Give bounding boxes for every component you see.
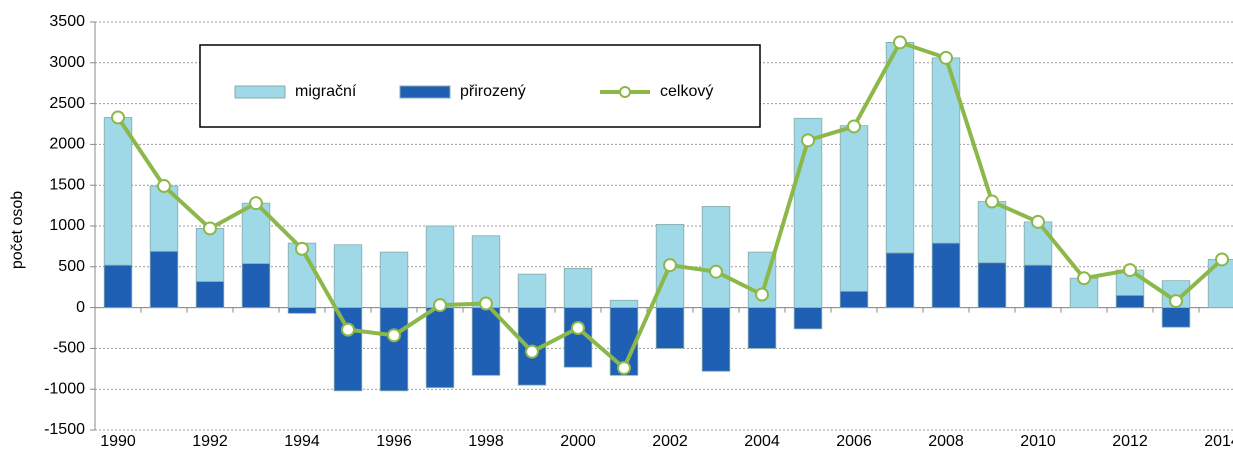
y-tick-label: -1000: [44, 380, 85, 397]
x-tick-label: 2004: [744, 433, 780, 450]
legend-swatch: [234, 85, 286, 99]
legend-swatch-marker: [619, 86, 631, 98]
y-tick-label: 1000: [49, 217, 85, 234]
bar: [839, 125, 869, 292]
y-tick-label: 500: [58, 258, 85, 275]
line-marker: [939, 50, 953, 65]
y-tick-label: -500: [53, 340, 85, 357]
line-marker: [617, 360, 631, 375]
bar: [287, 307, 317, 314]
x-tick-label: 1992: [192, 433, 228, 450]
line-marker: [1077, 271, 1091, 286]
x-tick-label: 1996: [376, 433, 412, 450]
bar: [931, 242, 961, 308]
y-tick-label: 3000: [49, 54, 85, 71]
bar: [425, 307, 455, 388]
line-marker: [847, 119, 861, 134]
bar: [1023, 264, 1053, 308]
bar: [1115, 294, 1145, 308]
bar: [471, 307, 501, 376]
legend-label: přirozený: [460, 83, 526, 100]
y-tick-label: 3500: [49, 13, 85, 30]
bar: [563, 268, 593, 309]
bar: [471, 235, 501, 309]
line-marker: [387, 328, 401, 343]
x-tick-label: 1994: [284, 433, 320, 450]
x-tick-label: 2010: [1020, 433, 1056, 450]
bar: [103, 117, 133, 266]
bar: [517, 273, 547, 309]
x-tick-label: 2012: [1112, 433, 1148, 450]
line-marker: [479, 296, 493, 311]
line-marker: [985, 194, 999, 209]
bar: [609, 307, 639, 376]
bar: [793, 117, 823, 308]
bar: [379, 307, 409, 392]
y-tick-label: 0: [76, 299, 85, 316]
bar: [793, 307, 823, 330]
y-tick-label: -1500: [44, 421, 85, 438]
line-marker: [295, 241, 309, 256]
x-tick-label: 2000: [560, 433, 596, 450]
bar: [241, 263, 271, 309]
bar: [103, 264, 133, 308]
line-marker: [157, 179, 171, 194]
bar: [885, 42, 915, 254]
bar: [195, 281, 225, 309]
x-tick-label: 2006: [836, 433, 872, 450]
line-marker: [801, 133, 815, 148]
line-marker: [1031, 214, 1045, 229]
line-marker: [433, 298, 447, 313]
bar: [425, 225, 455, 308]
x-tick-label: 1998: [468, 433, 504, 450]
line-marker: [1123, 263, 1137, 278]
legend-swatch: [399, 85, 451, 99]
bar: [655, 307, 685, 349]
line-marker: [249, 196, 263, 211]
bar: [609, 299, 639, 309]
legend-label: celkový: [660, 83, 713, 100]
y-tick-label: 2500: [49, 95, 85, 112]
bar: [333, 244, 363, 309]
bar: [195, 228, 225, 282]
line-marker: [663, 258, 677, 273]
bar: [701, 206, 731, 308]
y-tick-label: 1500: [49, 176, 85, 193]
line-marker: [111, 110, 125, 125]
bar: [885, 252, 915, 308]
legend-box: [199, 44, 761, 128]
line-marker: [1215, 252, 1229, 267]
bar: [1023, 221, 1053, 266]
line-marker: [1169, 294, 1183, 309]
bar: [1161, 307, 1191, 328]
y-axis-label: počet osob: [9, 191, 26, 269]
bar: [701, 307, 731, 372]
bar: [977, 262, 1007, 309]
line-marker: [893, 35, 907, 50]
line-marker: [571, 321, 585, 335]
bar: [379, 251, 409, 308]
bar: [977, 201, 1007, 264]
line-marker: [341, 322, 355, 337]
line-marker: [755, 287, 769, 302]
x-tick-label: 2008: [928, 433, 964, 450]
bar: [149, 250, 179, 309]
legend-label: migrační: [295, 83, 357, 100]
bar: [747, 307, 777, 349]
x-tick-label: 2014: [1204, 433, 1233, 450]
y-tick-label: 2000: [49, 136, 85, 153]
bar: [839, 290, 869, 308]
line-marker: [203, 221, 217, 236]
x-tick-label: 2002: [652, 433, 688, 450]
line-marker: [525, 344, 539, 359]
x-tick-label: 1990: [100, 433, 136, 450]
line-marker: [709, 264, 723, 279]
bar: [333, 307, 363, 392]
